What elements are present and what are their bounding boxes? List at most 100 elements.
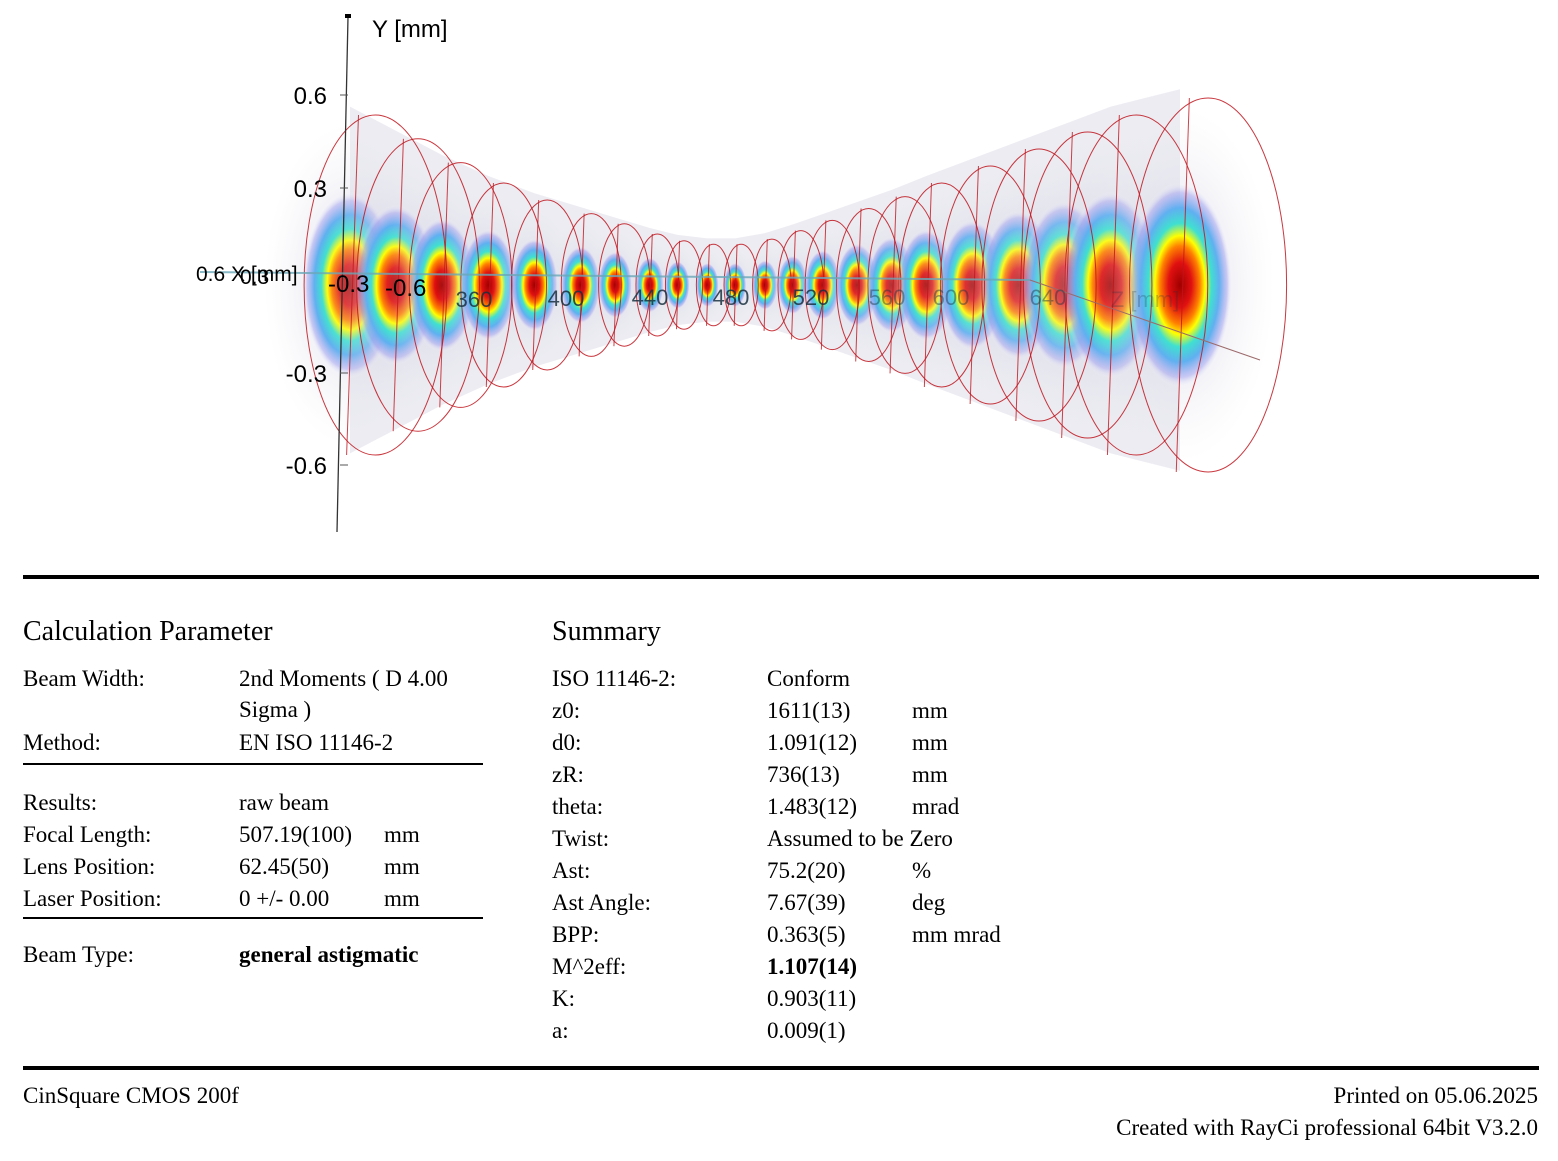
summary-row-twist: Twist: Assumed to be Zero <box>552 823 1072 855</box>
y-tick-label: -0.3 <box>286 361 327 388</box>
calc-label: Beam Width: <box>23 666 145 691</box>
summary-label: K: <box>552 986 575 1011</box>
beam-ring-axis <box>1106 114 1120 456</box>
beam-ring-axis <box>439 162 449 408</box>
calc-label: Results: <box>23 790 98 815</box>
summary-unit: mm mrad <box>912 922 1001 947</box>
calc-row-beam-type: Beam Type: general astigmatic <box>23 939 483 971</box>
summary-unit: % <box>912 858 932 883</box>
summary-label: Ast Angle: <box>552 890 652 915</box>
summary-label: zR: <box>552 762 584 787</box>
summary-value: 75.2(20) <box>767 858 846 883</box>
beam-ring-axis <box>392 138 404 432</box>
z-tick-label: 480 <box>713 285 750 310</box>
footer-printed: Printed on 05.06.2025 <box>1333 1083 1538 1108</box>
footer-created: Created with RayCi professional 64bit V3… <box>1116 1115 1538 1140</box>
summary-label: Twist: <box>552 826 610 851</box>
beam-width-ring <box>1129 97 1288 473</box>
summary-value: 736(13) <box>767 762 840 787</box>
z-tick-label: 360 <box>456 287 493 312</box>
z-axis-label: Z [mm] <box>1111 287 1179 312</box>
summary-row-ast: Ast: 75.2(20) % <box>552 855 1072 887</box>
summary-value-m2eff: 1.107(14) <box>767 954 858 979</box>
beam-ring-axis <box>855 208 862 362</box>
calc-value: 2nd Moments ( D 4.00 Sigma ) <box>239 666 448 722</box>
beam-width-ring <box>1064 114 1209 456</box>
beam-type-value: general astigmatic <box>239 942 419 967</box>
beam-ring-axis <box>820 220 827 350</box>
z-tick-label: 400 <box>548 286 585 311</box>
y-axis-line <box>336 16 349 533</box>
calc-unit: mm <box>384 822 420 847</box>
y-axis-arrow-icon <box>345 14 351 18</box>
summary-row-k: K: 0.903(11) <box>552 983 1072 1015</box>
summary-value: 1.091(12) <box>767 730 858 755</box>
summary-unit: mm <box>912 762 948 787</box>
calc-parameter-table: Beam Width: 2nd Moments ( D 4.00 Sigma )… <box>23 663 483 971</box>
z-tick-label: 600 <box>933 285 970 310</box>
beam-ring-axis <box>791 230 796 340</box>
calc-value: 0 +/- 0.00 <box>239 886 330 911</box>
summary-table: ISO 11146-2: Conform z0: 1611(13) mm d0:… <box>552 663 1072 1047</box>
summary-value: 1611(13) <box>767 698 851 723</box>
beam-ring-axis <box>613 223 619 347</box>
summary-value: 0.009(1) <box>767 1018 846 1043</box>
divider-top <box>23 575 1539 579</box>
summary-unit: mm <box>912 698 948 723</box>
beam-width-ring <box>303 114 448 456</box>
summary-label: Ast: <box>552 858 591 883</box>
beam-width-ring <box>723 243 759 327</box>
beam-ring-axis <box>889 196 897 374</box>
summary-unit: mrad <box>912 794 960 819</box>
calc-title: Calculation Parameter <box>23 616 273 647</box>
summary-title: Summary <box>552 616 661 647</box>
beam-width-ring <box>981 148 1097 422</box>
beam-ring-axis <box>969 165 979 405</box>
beam-spot <box>665 260 690 310</box>
summary-label: ISO 11146-2: <box>552 666 677 691</box>
beam-ring-axis <box>763 239 768 331</box>
calc-row-lens-position: Lens Position: 62.45(50) mm <box>23 851 483 883</box>
summary-row-d0: d0: 1.091(12) mm <box>552 727 1072 759</box>
y-tick-label: 0.3 <box>294 176 327 203</box>
beam-width-ring <box>898 182 986 388</box>
beam-width-ring <box>695 243 732 327</box>
beam-ring-axis <box>733 244 738 326</box>
beam-ring-axis <box>346 114 359 456</box>
y-tick-label: 0.6 <box>294 83 327 110</box>
beam-width-ring <box>635 233 680 337</box>
beam-width-ring <box>867 196 943 374</box>
z-axis-line <box>199 271 1031 281</box>
beam-width-ring <box>752 238 792 332</box>
calc-row-beam-width: Beam Width: 2nd Moments ( D 4.00 Sigma ) <box>23 663 483 727</box>
beam-width-ring <box>460 182 547 388</box>
summary-value: 0.903(11) <box>767 986 857 1011</box>
beam-ring-axis <box>676 240 681 330</box>
x-tick-label: -0.3 <box>328 271 369 298</box>
summary-row-ast-angle: Ast Angle: 7.67(39) deg <box>552 887 1072 919</box>
summary-label: M^2eff: <box>552 954 627 979</box>
summary-row-a: a: 0.009(1) <box>552 1015 1072 1047</box>
beam-ring-axis <box>485 182 494 388</box>
beam-ring-axis <box>706 244 710 326</box>
summary-label: a: <box>552 1018 569 1043</box>
beam-caustic-plot: Y [mm] 0.6 0.3 -0.3 -0.6 0.6 X [mm] 0.3 -0.3 -0.… <box>0 0 1558 560</box>
divider-bottom <box>23 1066 1539 1070</box>
beam-ring-axis <box>1015 148 1026 422</box>
beam-spot <box>723 262 747 308</box>
beam-ring-axis <box>923 182 932 388</box>
calc-label: Focal Length: <box>23 822 152 847</box>
calc-row-focal-length: Focal Length: 507.19(100) mm <box>23 819 483 851</box>
z-tick-label: 560 <box>869 285 906 310</box>
summary-label: theta: <box>552 794 604 819</box>
z-tick-label: 520 <box>793 285 830 310</box>
footer-device: CinSquare CMOS 200f <box>23 1083 239 1108</box>
beam-ring-axis <box>532 199 540 371</box>
calc-label: Lens Position: <box>23 854 156 879</box>
calc-divider-2 <box>23 917 483 919</box>
beam-width-ring <box>939 165 1041 405</box>
summary-value: 1.483(12) <box>767 794 858 819</box>
summary-value: 0.363(5) <box>767 922 846 947</box>
beam-width-ring <box>1022 131 1153 439</box>
beam-ring-axis <box>1061 131 1073 439</box>
